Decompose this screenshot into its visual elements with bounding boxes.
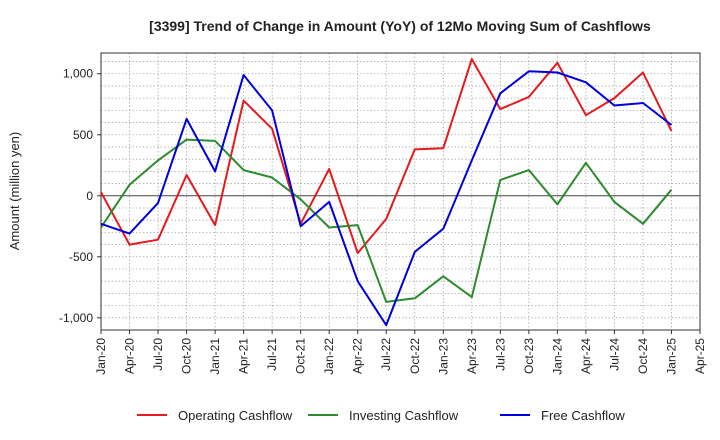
x-tick-label: Apr-24 xyxy=(579,338,593,374)
y-tick-label: 0 xyxy=(86,189,93,203)
y-tick-label: -1,000 xyxy=(59,311,93,325)
chart-title: [3399] Trend of Change in Amount (YoY) o… xyxy=(149,18,651,34)
series-line-investing-cashflow xyxy=(100,138,673,303)
x-tick-label: Oct-20 xyxy=(180,338,194,374)
series-lines xyxy=(100,58,673,327)
x-tick-label: Jan-20 xyxy=(94,338,108,375)
x-tick-label: Jul-21 xyxy=(265,338,279,371)
x-tick-label: Jan-24 xyxy=(550,338,564,375)
x-tick-label: Jul-23 xyxy=(493,338,507,371)
x-tick-label: Oct-24 xyxy=(636,338,650,374)
x-tick-label: Jul-22 xyxy=(379,338,393,371)
legend: Operating Cashflow Investing Cashflow Free… xyxy=(137,408,625,423)
x-tick-label: Apr-20 xyxy=(123,338,137,374)
y-tick-label: -500 xyxy=(69,250,93,264)
y-tick-label: 500 xyxy=(73,128,93,142)
y-tick-labels: -1,000 -500 0 500 1,000 xyxy=(59,67,101,325)
x-tick-label: Jul-24 xyxy=(607,338,621,371)
y-tick-label: 1,000 xyxy=(63,67,93,81)
x-tick-label: Apr-21 xyxy=(237,338,251,374)
x-tick-label: Jan-22 xyxy=(322,338,336,375)
plot-frame xyxy=(100,52,701,331)
x-tick-label: Jul-20 xyxy=(151,338,165,371)
x-tick-label: Oct-21 xyxy=(294,338,308,374)
x-tick-label: Oct-22 xyxy=(408,338,422,374)
x-tick-label: Jan-21 xyxy=(208,338,222,375)
series-line-free-cashflow xyxy=(100,70,673,327)
y-axis-label: Amount (million yen) xyxy=(7,132,22,251)
legend-label-investing-cashflow: Investing Cashflow xyxy=(349,408,459,423)
x-tick-label: Apr-22 xyxy=(351,338,365,374)
legend-label-operating-cashflow: Operating Cashflow xyxy=(178,408,293,423)
x-tick-label: Apr-23 xyxy=(465,338,479,374)
x-tick-label: Jan-25 xyxy=(664,338,678,375)
plot-area-border xyxy=(100,52,701,331)
x-tick-label: Oct-23 xyxy=(522,338,536,374)
x-tick-labels: Jan-20 Apr-20 Jul-20 Oct-20 Jan-21 Apr-21 Jul-… xyxy=(94,330,707,375)
x-tick-label: Jan-23 xyxy=(436,338,450,375)
legend-label-free-cashflow: Free Cashflow xyxy=(541,408,625,423)
series-line-operating-cashflow xyxy=(100,58,673,255)
x-tick-label: Apr-25 xyxy=(693,338,707,374)
